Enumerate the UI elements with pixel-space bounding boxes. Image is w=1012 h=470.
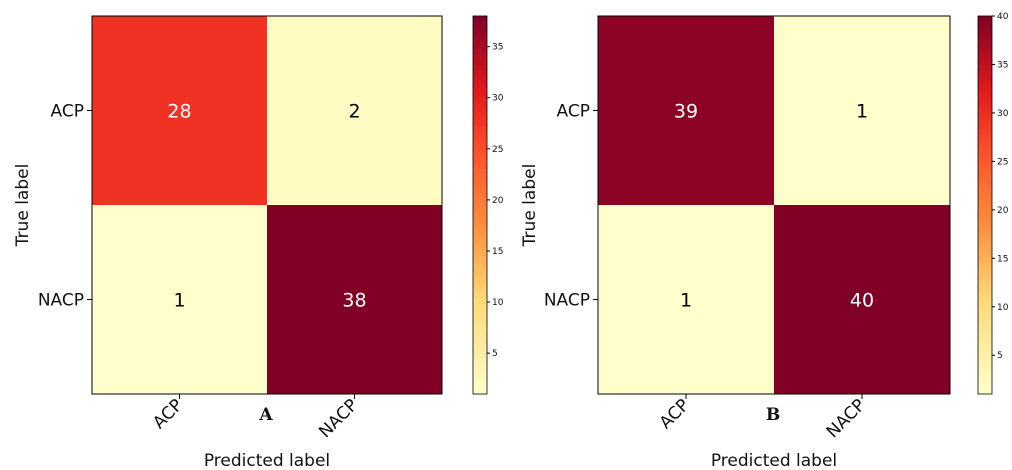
- x-axis-title: Predicted label: [204, 451, 330, 470]
- cell-value-label: 38: [342, 290, 366, 312]
- heatmap-cell: [267, 16, 442, 205]
- heatmap-cell: [598, 205, 774, 394]
- cell-value-label: 1: [680, 290, 692, 312]
- y-tick-label: NACP: [544, 291, 590, 311]
- colorbar: [472, 15, 488, 395]
- colorbar-tick-label: 40: [997, 12, 1009, 22]
- heatmap-cell: [92, 205, 267, 394]
- colorbar-tick-label: 25: [492, 145, 503, 155]
- plot-frame: [91, 15, 443, 395]
- x-tick-label: ACP: [656, 395, 694, 433]
- panel-b: 39 1 1 40 ACP NACP ACP NACP B Predicted label True…: [520, 12, 1009, 470]
- cell-value-label: 40: [850, 290, 874, 312]
- colorbar-tick-label: 5: [997, 351, 1003, 361]
- heatmap-cell: [92, 16, 267, 205]
- y-axis-title: True label: [520, 164, 540, 248]
- colorbar-tick-label: 15: [492, 247, 503, 257]
- plot-frame: [597, 15, 951, 395]
- cell-value-label: 28: [167, 101, 191, 123]
- cell-value-label: 39: [674, 101, 698, 123]
- panel-a: 28 2 1 38 ACP NACP ACP NACP A Predicted label True…: [13, 15, 504, 470]
- colorbar-tick-label: 30: [492, 94, 504, 104]
- heatmap-cell: [598, 16, 774, 205]
- x-tick-label: ACP: [149, 395, 187, 433]
- heatmap-cell: [267, 205, 442, 394]
- heatmap-cell: [774, 16, 950, 205]
- colorbar-tick-label: 5: [492, 349, 498, 359]
- colorbar-tick-label: 30: [997, 109, 1009, 119]
- cell-value-label: 1: [173, 290, 185, 312]
- heatmap-cell: [774, 205, 950, 394]
- y-axis-title: True label: [13, 164, 33, 248]
- y-tick-label: NACP: [38, 291, 84, 311]
- panel-letter: A: [258, 405, 273, 425]
- colorbar-tick-label: 20: [997, 206, 1009, 216]
- y-tick-label: ACP: [51, 102, 84, 122]
- x-tick-label: NACP: [823, 395, 870, 442]
- colorbar-tick-label: 25: [997, 157, 1008, 167]
- colorbar-tick-label: 10: [997, 303, 1009, 313]
- x-axis-title: Predicted label: [711, 451, 837, 470]
- y-tick-label: ACP: [557, 102, 590, 122]
- x-tick-label: NACP: [315, 395, 362, 442]
- colorbar-tick-label: 15: [997, 254, 1008, 264]
- colorbar-tick-label: 35: [492, 43, 503, 53]
- colorbar-tick-label: 35: [997, 60, 1008, 70]
- colorbar-tick-label: 20: [492, 196, 504, 206]
- cell-value-label: 2: [348, 101, 360, 123]
- colorbar: [977, 15, 993, 395]
- colorbar-tick-label: 10: [492, 298, 504, 308]
- panel-letter: B: [766, 405, 780, 425]
- cell-value-label: 1: [856, 101, 868, 123]
